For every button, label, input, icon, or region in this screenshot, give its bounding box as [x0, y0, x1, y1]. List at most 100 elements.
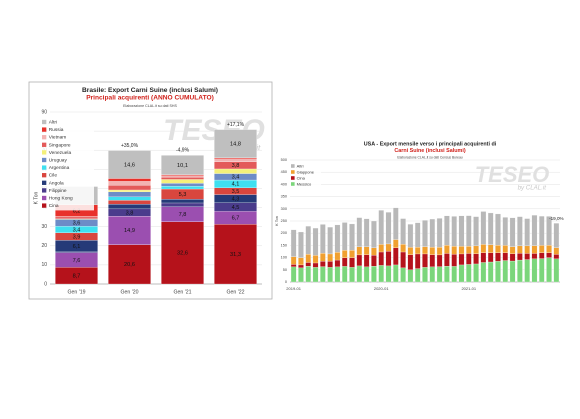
bar-segment — [108, 185, 151, 191]
legend-box — [40, 117, 94, 211]
y-tick-label: 10 — [41, 262, 47, 268]
bar-segment — [400, 251, 406, 268]
legend-label: Vietnam — [49, 135, 67, 141]
legend-swatch — [42, 157, 47, 163]
bar-segment — [524, 253, 530, 260]
bar-segment — [214, 158, 257, 162]
bar-segment — [400, 267, 406, 283]
bar-segment — [378, 251, 384, 266]
value-label: 31,3 — [230, 252, 241, 258]
bar-segment — [312, 227, 319, 256]
value-label: 4,3 — [232, 196, 240, 202]
bar-segment — [356, 254, 363, 267]
legend-label: Cina — [297, 175, 306, 180]
watermark-sub: by CLAL.it — [518, 185, 547, 192]
bar-segment — [553, 254, 560, 259]
bar-segment — [451, 266, 457, 283]
x-tick-label: 2021-01 — [461, 286, 476, 291]
bar-segment — [305, 262, 311, 267]
legend-swatch — [42, 150, 47, 155]
legend-swatch — [42, 173, 47, 178]
bar-segment — [473, 263, 479, 283]
bar-segment — [305, 254, 311, 263]
chart-source: Elaborazione CLAL.it su dati Census Bure… — [397, 156, 462, 160]
legend-label: Venezuela — [49, 150, 72, 156]
value-label: 3,4 — [232, 175, 240, 181]
bar-segment — [509, 217, 516, 247]
bar-segment — [517, 245, 523, 254]
legend-swatch — [291, 164, 295, 168]
value-label: 6,2 — [73, 208, 81, 214]
bar-segment — [436, 246, 443, 256]
bar-segment — [334, 266, 341, 283]
bar-segment — [517, 259, 523, 283]
bar-segment — [349, 267, 355, 283]
bar-segment — [517, 253, 523, 261]
legend-swatch — [291, 170, 295, 174]
bar-segment — [509, 260, 516, 283]
bar-segment — [161, 174, 204, 176]
value-label: 3,6 — [73, 221, 81, 227]
bar-segment — [341, 222, 348, 251]
bar-segment — [108, 216, 151, 245]
bar-segment — [480, 252, 487, 263]
chart-title: USA - Export mensile verso i principali … — [364, 141, 497, 147]
bar-segment — [407, 247, 414, 255]
growth-label: -19,0% — [549, 216, 564, 221]
y-tick-label: 100 — [281, 256, 287, 260]
chart-subtitle: Carni Suine (inclusi Salumi) — [394, 148, 465, 154]
legend-swatch — [42, 165, 47, 170]
y-tick-label: 150 — [281, 243, 287, 247]
bar-segment — [341, 266, 348, 283]
bar-segment — [161, 186, 204, 190]
bar-segment — [517, 216, 523, 247]
bar-segment — [480, 244, 487, 253]
bar-segment — [356, 217, 363, 247]
bar-segment — [161, 199, 204, 204]
bar-segment — [108, 200, 151, 205]
legend-swatch — [291, 182, 295, 186]
legend-label: Cile — [49, 173, 58, 179]
y-tick-label: 90 — [41, 109, 47, 115]
bar-segment — [161, 221, 204, 285]
bar-segment — [466, 246, 472, 254]
bar-segment — [161, 183, 204, 187]
bar-segment — [393, 207, 399, 240]
bar-segment — [349, 223, 355, 251]
bar-segment — [349, 250, 355, 258]
bar-segment — [290, 256, 297, 265]
bar-segment — [509, 253, 516, 262]
bar-segment — [539, 252, 545, 259]
bar-segment — [356, 265, 363, 283]
value-label: 4,1 — [232, 182, 240, 188]
legend-label: Giappone — [297, 169, 315, 174]
value-label: 14,6 — [124, 162, 135, 168]
legend-label: Singapore — [49, 142, 71, 148]
y-tick-label: 250 — [281, 219, 287, 223]
bar-segment — [422, 246, 428, 255]
legend-label: Filippine — [49, 188, 67, 194]
bar-segment — [553, 258, 560, 283]
y-axis-label: K Ton — [33, 191, 39, 204]
bar-segment — [502, 260, 509, 283]
value-label: 8,7 — [73, 273, 81, 279]
bar-segment — [341, 257, 348, 267]
bar-segment — [334, 259, 341, 267]
bar-segment — [55, 251, 98, 253]
legend-swatch — [42, 195, 47, 201]
bar-segment — [341, 250, 348, 258]
x-tick-label: Gen '19 — [67, 290, 85, 296]
value-label: 3,9 — [73, 234, 81, 240]
bar-segment — [495, 252, 501, 262]
legend-label: Messico — [297, 181, 312, 186]
bar-segment — [214, 168, 257, 174]
bar-segment — [473, 245, 479, 254]
bar-segment — [407, 224, 414, 248]
bar-segment — [161, 175, 204, 178]
bar-segment — [466, 264, 472, 283]
bar-segment — [458, 246, 465, 255]
bar-segment — [312, 255, 319, 264]
bar-segment — [327, 226, 333, 255]
chart-title: Brasile: Export Carni Suine (inclusi Sal… — [82, 87, 218, 94]
y-tick-label: 20 — [41, 243, 47, 249]
